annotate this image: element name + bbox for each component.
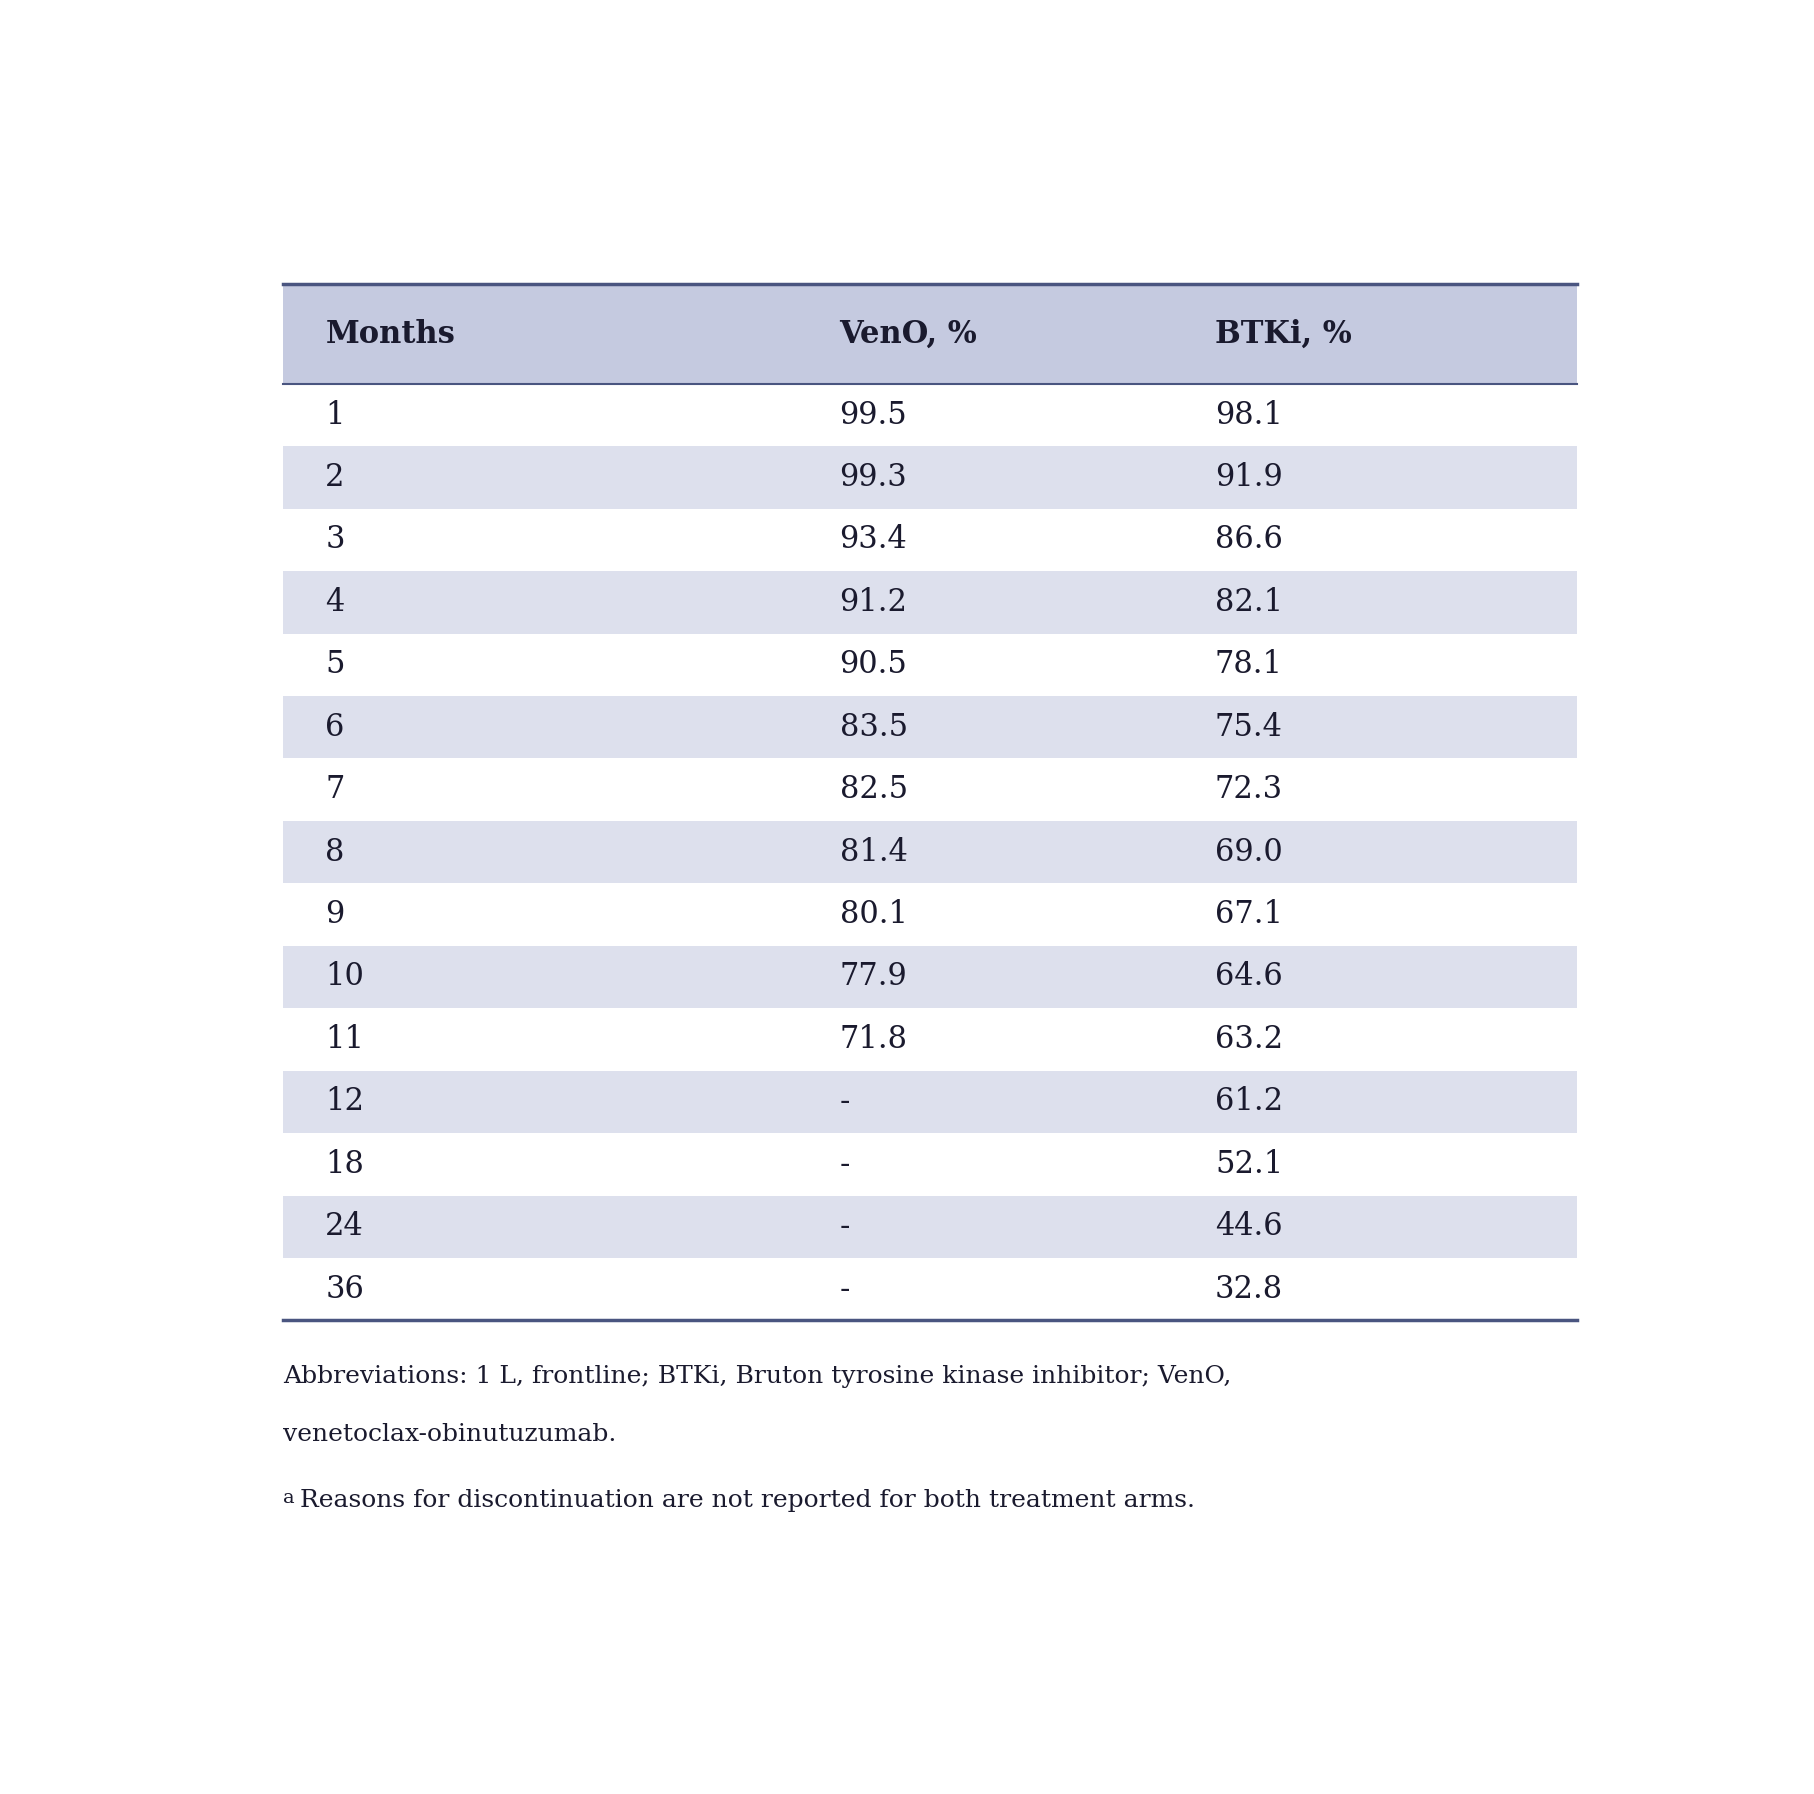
Text: 9: 9 [325,899,345,929]
FancyBboxPatch shape [283,1134,1576,1195]
Text: 90.5: 90.5 [840,649,907,680]
Text: 64.6: 64.6 [1214,962,1282,992]
Text: 18: 18 [325,1148,365,1180]
Text: VenO, %: VenO, % [840,319,976,350]
FancyBboxPatch shape [283,384,1576,447]
FancyBboxPatch shape [283,1195,1576,1258]
FancyBboxPatch shape [283,447,1576,509]
Text: -: - [840,1211,849,1241]
Text: 36: 36 [325,1274,365,1304]
FancyBboxPatch shape [283,759,1576,822]
Text: 10: 10 [325,962,365,992]
Text: 69.0: 69.0 [1214,836,1282,868]
Text: 80.1: 80.1 [840,899,907,929]
Text: 6: 6 [325,712,345,743]
Text: Abbreviations: 1 L, frontline; BTKi, Bruton tyrosine kinase inhibitor; VenO,: Abbreviations: 1 L, frontline; BTKi, Bru… [283,1365,1232,1387]
Text: 52.1: 52.1 [1214,1148,1282,1180]
Text: 93.4: 93.4 [840,524,907,556]
Text: 3: 3 [325,524,345,556]
Text: venetoclax-obinutuzumab.: venetoclax-obinutuzumab. [283,1423,617,1446]
FancyBboxPatch shape [283,509,1576,570]
Text: 83.5: 83.5 [840,712,907,743]
Text: 44.6: 44.6 [1214,1211,1282,1241]
Text: Months: Months [325,319,455,350]
Text: 86.6: 86.6 [1214,524,1282,556]
Text: 91.9: 91.9 [1214,463,1282,493]
FancyBboxPatch shape [283,633,1576,696]
Text: 71.8: 71.8 [840,1024,907,1055]
Text: 82.5: 82.5 [840,775,907,806]
Text: 1: 1 [325,400,345,431]
Text: 7: 7 [325,775,345,806]
FancyBboxPatch shape [283,883,1576,945]
FancyBboxPatch shape [283,1258,1576,1320]
FancyBboxPatch shape [283,822,1576,883]
Text: 99.3: 99.3 [840,463,907,493]
FancyBboxPatch shape [283,945,1576,1008]
Text: 2: 2 [325,463,345,493]
Text: -: - [840,1087,849,1118]
Text: 72.3: 72.3 [1214,775,1282,806]
Text: 98.1: 98.1 [1214,400,1282,431]
Text: 12: 12 [325,1087,365,1118]
Text: 82.1: 82.1 [1214,587,1282,617]
FancyBboxPatch shape [283,1071,1576,1134]
FancyBboxPatch shape [283,1008,1576,1071]
Text: 24: 24 [325,1211,365,1241]
Text: BTKi, %: BTKi, % [1214,319,1351,350]
Text: Reasons for discontinuation are not reported for both treatment arms.: Reasons for discontinuation are not repo… [299,1489,1194,1512]
Text: a: a [283,1489,294,1507]
Text: 61.2: 61.2 [1214,1087,1282,1118]
Text: 67.1: 67.1 [1214,899,1282,929]
Text: 63.2: 63.2 [1214,1024,1282,1055]
FancyBboxPatch shape [283,570,1576,633]
Text: 78.1: 78.1 [1214,649,1282,680]
Text: 4: 4 [325,587,345,617]
Text: 11: 11 [325,1024,365,1055]
Text: 77.9: 77.9 [840,962,907,992]
Text: 32.8: 32.8 [1214,1274,1282,1304]
Text: 8: 8 [325,836,345,868]
Text: -: - [840,1274,849,1304]
FancyBboxPatch shape [283,696,1576,759]
Text: 5: 5 [325,649,345,680]
Text: 91.2: 91.2 [840,587,907,617]
Text: 99.5: 99.5 [840,400,907,431]
Text: 81.4: 81.4 [840,836,907,868]
Text: -: - [840,1148,849,1180]
Text: 75.4: 75.4 [1214,712,1282,743]
FancyBboxPatch shape [283,285,1576,384]
